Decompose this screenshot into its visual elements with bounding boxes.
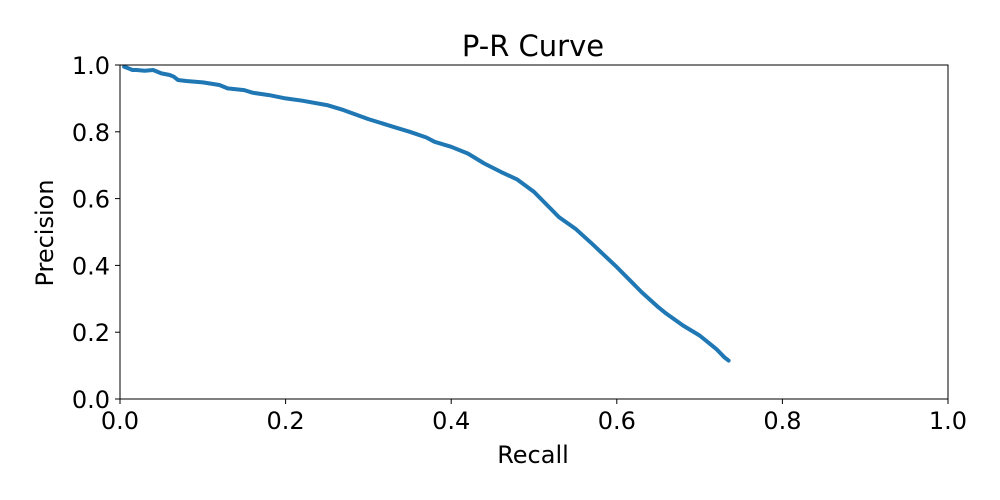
y-tick-label: 0.4 <box>72 252 110 280</box>
y-tick-label: 0.6 <box>72 186 110 214</box>
y-tick-label: 0.8 <box>72 119 110 147</box>
x-tick-label: 1.0 <box>929 407 967 435</box>
axes-frame <box>119 64 949 400</box>
x-axis-label: Recall <box>497 441 569 469</box>
y-tick-label: 0.2 <box>72 319 110 347</box>
chart-title: P-R Curve <box>462 29 604 63</box>
x-tick-label: 0.4 <box>432 407 470 435</box>
plot-area <box>122 64 731 363</box>
y-tick-label: 1.0 <box>72 52 110 80</box>
y-tick-label: 0.0 <box>72 386 110 414</box>
x-tick-label: 0.0 <box>101 407 139 435</box>
y-axis-label: Precision <box>31 179 59 286</box>
x-tick-label: 0.6 <box>598 407 636 435</box>
axis-ticks: 0.0 0.2 0.4 0.6 0.8 1.0 0.0 0.2 0.4 0.6 0.8 1.0 <box>72 52 967 435</box>
x-tick-label: 0.8 <box>763 407 801 435</box>
x-tick-label: 0.2 <box>267 407 305 435</box>
series-line <box>122 64 731 363</box>
